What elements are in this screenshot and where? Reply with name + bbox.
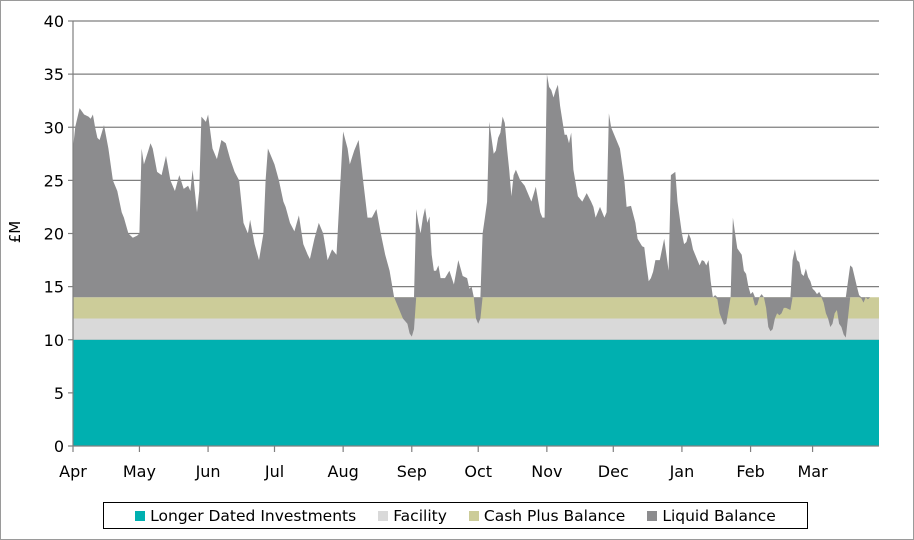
tick-labels: 0 5 10 15 20 25 30 35 40 Apr May Jun Jul Aug Sep Oct Nov…	[44, 12, 828, 481]
x-tick-label-jun: Jun	[195, 462, 221, 481]
x-tick-label-dec: Dec	[598, 462, 629, 481]
legend-swatch	[378, 510, 389, 521]
legend-swatch	[468, 510, 479, 521]
y-axis-title: £M	[6, 221, 24, 244]
axes	[68, 20, 879, 452]
x-tick-label-aug: Aug	[328, 462, 359, 481]
x-tick-label-oct: Oct	[464, 462, 492, 481]
legend-label: Facility	[393, 506, 447, 525]
band-facility	[73, 318, 879, 340]
y-tick-label: 30	[44, 118, 64, 137]
liquid-balance-dips	[73, 297, 879, 338]
x-tick-label-jan: Jan	[669, 462, 695, 481]
legend-swatch	[647, 510, 658, 521]
y-tick-label: 35	[44, 65, 64, 84]
x-tick-label-nov: Nov	[531, 462, 562, 481]
legend-label: Liquid Balance	[662, 506, 776, 525]
y-tick-label: 5	[54, 384, 64, 403]
y-tick-label: 25	[44, 171, 64, 190]
y-tick-label: 20	[44, 225, 64, 244]
legend-item-cash-plus-balance: Cash Plus Balance	[468, 506, 626, 525]
area-layers	[73, 74, 879, 446]
x-tick-label-may: May	[123, 462, 156, 481]
x-tick-label-sep: Sep	[397, 462, 427, 481]
legend-label: Cash Plus Balance	[483, 506, 626, 525]
liquid-balance-area	[73, 74, 879, 298]
x-tick-label-apr: Apr	[59, 462, 87, 481]
legend: Longer Dated Investments Facility Cash Plu…	[103, 502, 808, 529]
y-tick-label: 40	[44, 12, 64, 31]
x-tick-label-feb: Feb	[736, 462, 764, 481]
x-tick-label-jul: Jul	[264, 462, 284, 481]
y-tick-label: 0	[54, 437, 64, 456]
band-longer-dated-investments	[73, 339, 879, 446]
y-tick-label: 10	[44, 331, 64, 350]
legend-swatch	[135, 510, 146, 521]
x-tick-label-mar: Mar	[797, 462, 828, 481]
legend-label: Longer Dated Investments	[150, 506, 357, 525]
y-tick-label: 15	[44, 278, 64, 297]
legend-item-longer-dated-investments: Longer Dated Investments	[135, 507, 356, 525]
legend-item-liquid-balance: Liquid Balance	[647, 507, 776, 525]
legend-item-facility: Facility	[378, 507, 447, 525]
